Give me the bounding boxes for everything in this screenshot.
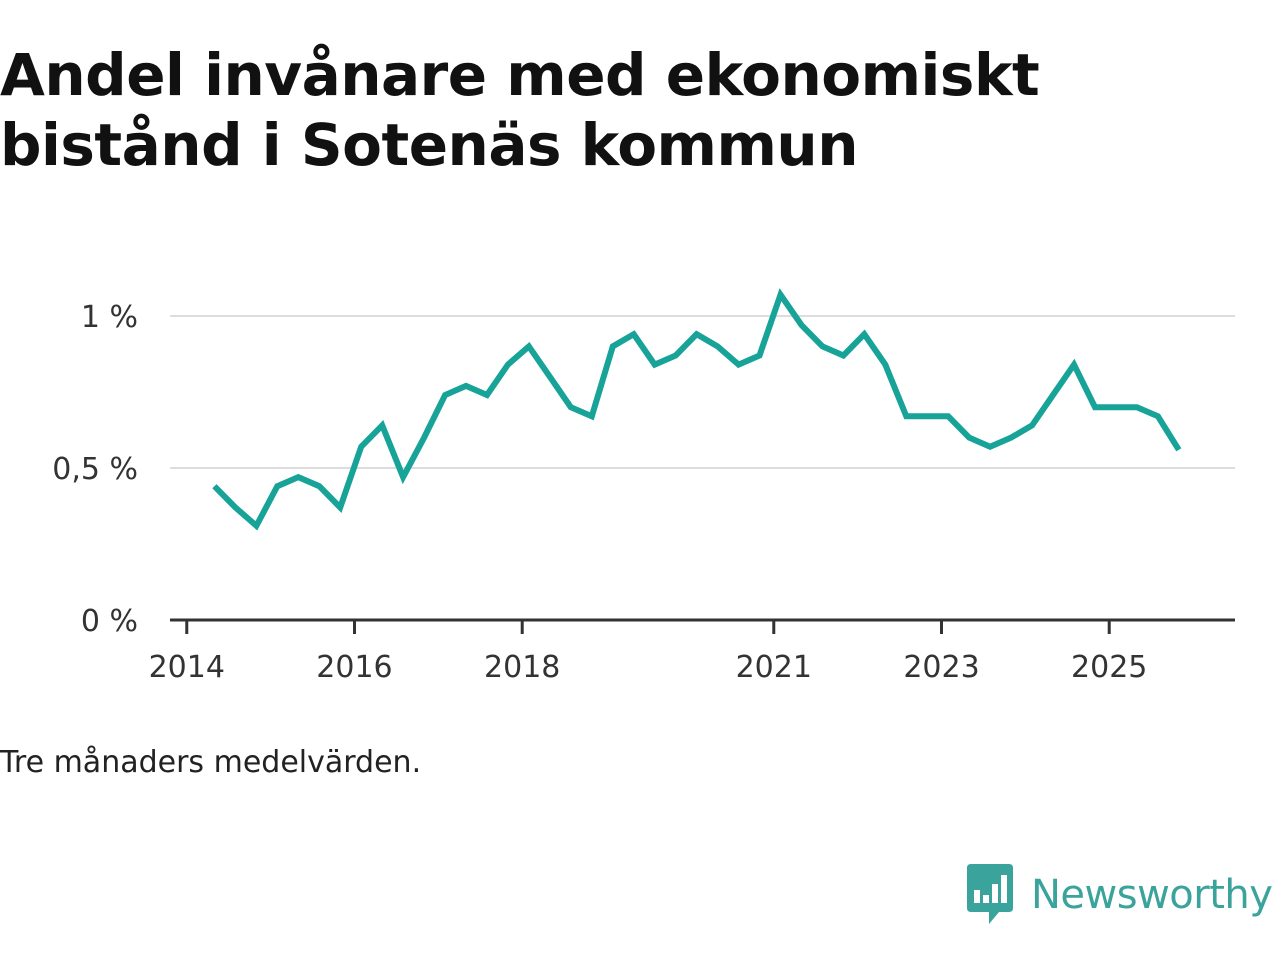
brand-name: Newsworthy [1031,872,1273,918]
gridlines [170,315,1235,469]
x-axis [170,618,1235,634]
x-tick-label: 2025 [1071,650,1147,685]
x-tick-label: 2014 [149,650,225,685]
y-axis-labels: 0 % 0,5 % 1 % [52,300,138,639]
x-tick-label: 2018 [484,650,560,685]
x-tick-label: 2023 [903,650,979,685]
brand-logo[interactable]: Newsworthy [965,864,1273,926]
footnote: Tre månaders medelvärden. [0,745,422,780]
y-tick-label: 0,5 % [52,452,138,487]
y-tick-label: 0 % [81,604,138,639]
series-line [212,288,1182,531]
series-layer [212,288,1182,531]
x-axis-labels: 2014 2016 2018 2021 2023 2025 [149,650,1148,685]
y-tick-label: 1 % [81,300,138,335]
x-tick-label: 2021 [736,650,812,685]
x-tick-label: 2016 [316,650,392,685]
chart-title: Andel invånare med ekonomiskt bistånd i … [0,41,1040,179]
bar-chart-speech-bubble-icon [967,864,1013,924]
